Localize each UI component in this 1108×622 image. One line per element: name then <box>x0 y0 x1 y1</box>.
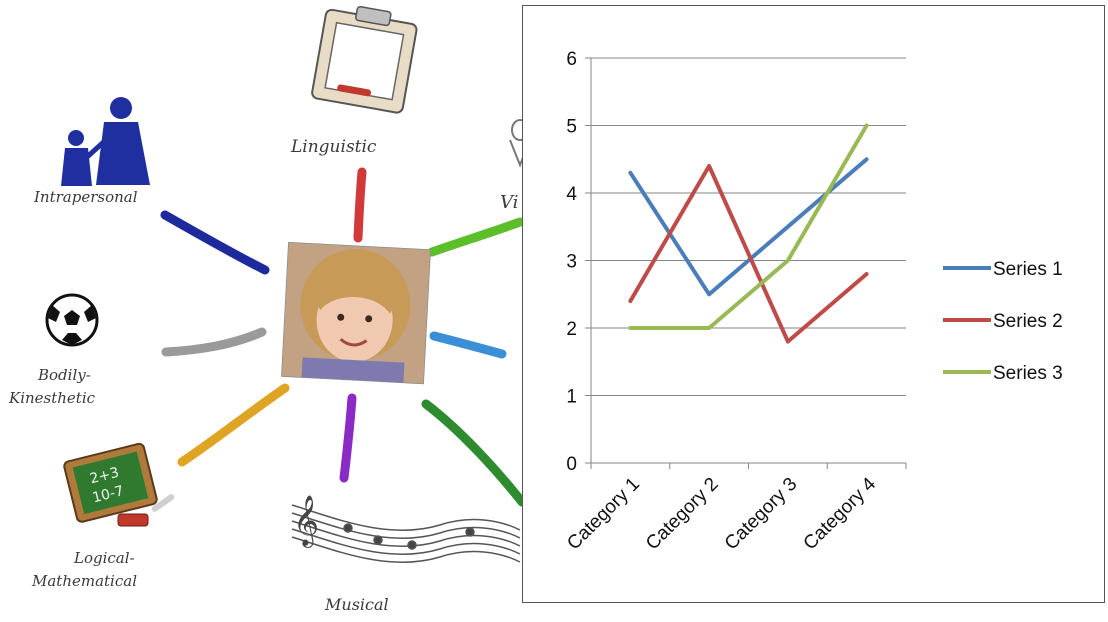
label-bodily-line1: Bodily- <box>37 366 91 384</box>
label-intrapersonal: Intrapersonal <box>33 188 138 206</box>
chalkboard-text-2: 10-7 <box>91 483 126 506</box>
label-musical: Musical <box>324 595 389 614</box>
clipboard-icon <box>311 5 418 114</box>
series-line-1 <box>628 157 869 297</box>
y-tick-label: 4 <box>566 184 577 205</box>
y-tick-label: 0 <box>566 454 577 475</box>
music-staff-icon: 𝄞 <box>291 495 521 564</box>
family-silhouette-icon <box>61 97 150 186</box>
label-logical-line1: Logical- <box>73 549 135 567</box>
child-photo <box>281 241 431 385</box>
label-bodily-line2: Kinesthetic <box>8 389 96 407</box>
spoke-naturalist <box>421 399 527 507</box>
line-chart: 0 1 2 3 4 5 6 Category 1 Category 2 Category 3 Cat… <box>522 5 1105 603</box>
y-tick-label: 6 <box>566 49 577 70</box>
series-line-3 <box>628 123 869 330</box>
label-linguistic: Linguistic <box>290 137 377 157</box>
spoke-intrapersonal <box>160 210 270 275</box>
series-line-2 <box>628 164 869 344</box>
soccer-ball-icon <box>45 293 99 347</box>
chalkboard-text-1: 2+3 <box>88 465 121 488</box>
x-tick-label: Category 2 <box>642 474 723 555</box>
spoke-visual <box>427 217 525 257</box>
label-logical-line2: Mathematical <box>31 572 137 590</box>
y-tick-label: 5 <box>566 117 577 138</box>
x-tick-label: Category 3 <box>721 474 802 555</box>
spoke-bodily <box>161 327 267 357</box>
label-visual-partial: Vi <box>500 192 518 213</box>
y-tick-label: 1 <box>566 387 577 408</box>
spoke-musical <box>339 393 357 483</box>
svg-text:𝄞: 𝄞 <box>293 495 319 548</box>
x-tick-label: Category 1 <box>563 474 644 555</box>
x-tick-label: Category 4 <box>800 473 881 554</box>
spoke-logical <box>177 383 290 467</box>
y-tick-label: 2 <box>566 319 577 340</box>
legend-label-2: Series 2 <box>993 311 1063 332</box>
chalkboard-icon: 2+3 10-7 <box>63 442 175 527</box>
spoke-linguistic <box>353 167 367 243</box>
spoke-spatial <box>429 331 507 359</box>
legend-label-3: Series 3 <box>993 363 1063 384</box>
y-tick-label: 3 <box>566 252 577 273</box>
legend-label-1: Series 1 <box>993 259 1063 280</box>
